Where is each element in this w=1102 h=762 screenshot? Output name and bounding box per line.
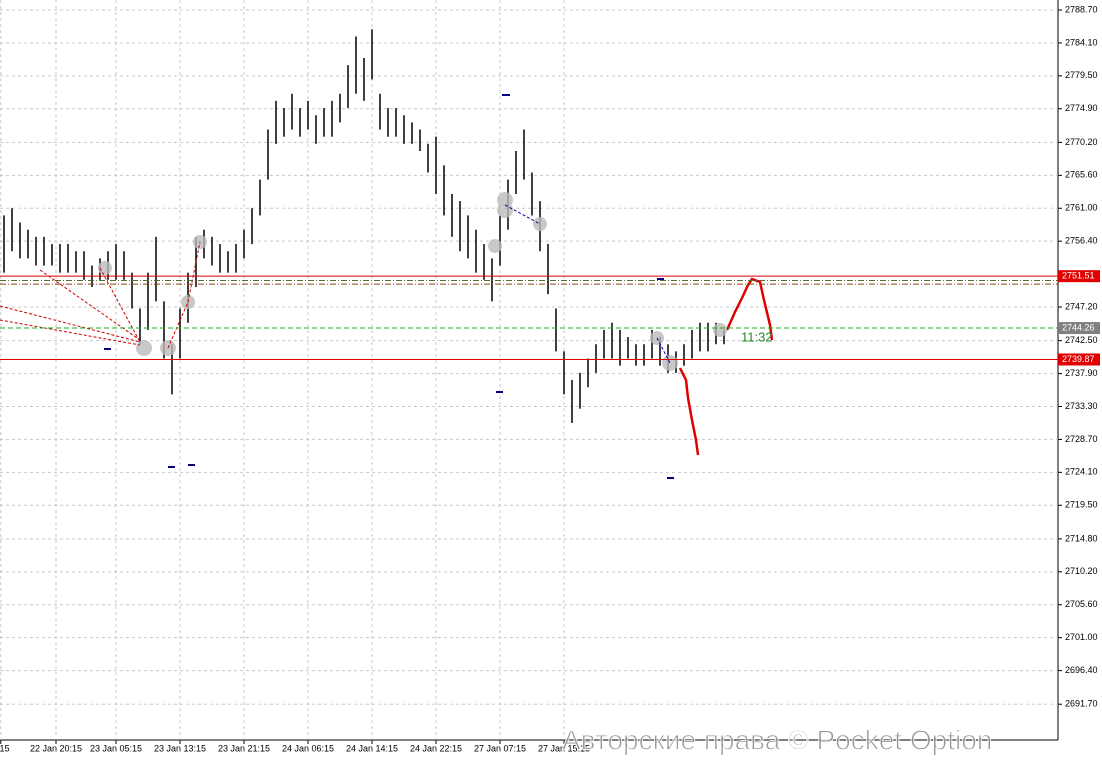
y-tick-label: 2701.00 [1065, 632, 1098, 642]
dash-marker [496, 391, 503, 393]
forecast-line [678, 367, 700, 456]
signal-link [0, 241, 201, 349]
forecast-line [725, 277, 774, 341]
x-tick-label: 23 Jan 05:15 [90, 743, 142, 753]
level-label: 2739.87 [1062, 354, 1095, 364]
y-tick-label: 2724.10 [1065, 467, 1098, 477]
y-tick-label: 2696.40 [1065, 665, 1098, 675]
x-tick-label: 23 Jan 21:15 [218, 743, 270, 753]
level-label: 2751.51 [1062, 271, 1095, 281]
dash-marker [657, 278, 664, 280]
y-tick-label: 2737.90 [1065, 368, 1098, 378]
signal-marker [533, 217, 547, 231]
dash-marker [104, 348, 111, 350]
x-tick-label: 24 Jan 22:15 [410, 743, 462, 753]
timer-annotation: 11:32 [741, 329, 773, 344]
level-label-box [1058, 353, 1100, 366]
watermark: Авторские права © Pocket Option [562, 724, 992, 755]
dash-marker [667, 477, 674, 479]
level-label: 2744.26 [1062, 322, 1095, 332]
signal-marker [136, 340, 152, 356]
signal-marker [713, 323, 727, 337]
y-tick-label: 2765.60 [1065, 170, 1098, 180]
signal-marker [497, 202, 513, 218]
signal-marker [98, 261, 112, 275]
y-tick-label: 2719.50 [1065, 500, 1098, 510]
y-tick-label: 2761.00 [1065, 203, 1098, 213]
dash-marker [168, 466, 175, 468]
forecast [0, 94, 774, 479]
signal-marker [488, 239, 502, 253]
y-tick-label: 2784.10 [1065, 37, 1098, 47]
levels: 2751.51 2744.26 2739.87 [0, 270, 1100, 366]
y-tick-label: 2770.20 [1065, 137, 1098, 147]
x-tick-label: 23 Jan 13:15 [154, 743, 206, 753]
x-tick-label: 24 Jan 06:15 [282, 743, 334, 753]
y-tick-label: 2756.40 [1065, 236, 1098, 246]
signal-marker [662, 355, 678, 371]
y-tick-label: 2691.70 [1065, 699, 1098, 709]
axes: 2788.70 2784.10 2779.50 2774.90 2770.20 2765.… [0, 4, 1098, 753]
y-tick-label: 2742.50 [1065, 335, 1098, 345]
x-tick-label: 27 Jan 15:15 [538, 743, 590, 753]
dash-marker [502, 94, 510, 96]
y-tick-label: 2714.80 [1065, 533, 1098, 543]
x-tick-label: 22 Jan 20:15 [30, 743, 82, 753]
x-tick-label: 2:15 [0, 743, 10, 753]
signal-link [504, 204, 671, 364]
dash-marker [188, 464, 195, 466]
y-tick-label: 2747.20 [1065, 301, 1098, 311]
grid [0, 0, 1058, 740]
x-tick-label: 27 Jan 07:15 [474, 743, 526, 753]
y-tick-label: 2733.30 [1065, 401, 1098, 411]
y-tick-label: 2705.60 [1065, 599, 1098, 609]
y-tick-label: 2788.70 [1065, 4, 1098, 14]
y-tick-label: 2728.70 [1065, 434, 1098, 444]
level-label-box [1058, 270, 1100, 283]
y-tick-label: 2774.90 [1065, 103, 1098, 113]
y-tick-label: 2710.20 [1065, 566, 1098, 576]
y-tick-label: 2779.50 [1065, 70, 1098, 80]
x-tick-label: 24 Jan 14:15 [346, 743, 398, 753]
level-label-box [1058, 322, 1100, 335]
